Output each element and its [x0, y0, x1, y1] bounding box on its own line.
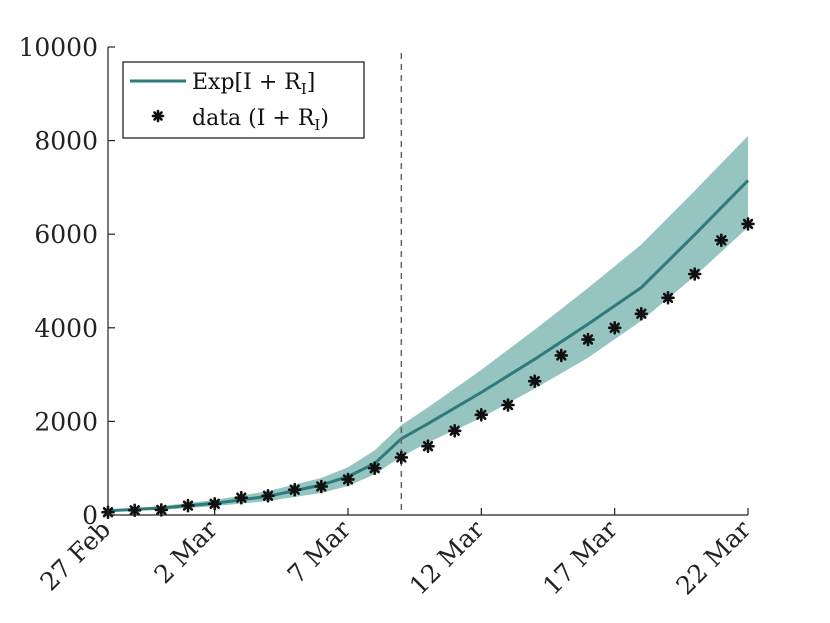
y-tick-label: 2000: [34, 407, 98, 436]
data-point: [181, 498, 195, 513]
legend-label-expected: Exp[I + RI]: [192, 70, 315, 98]
data-point: [127, 503, 142, 518]
data-point: [661, 290, 675, 305]
y-tick-label: 6000: [34, 220, 98, 249]
data-point: [261, 488, 275, 503]
data-point: [687, 267, 702, 281]
x-tick-label: 7 Mar: [282, 515, 356, 589]
data-point: [501, 398, 515, 412]
data-point: [554, 348, 569, 363]
x-tick-label: 22 Mar: [671, 515, 757, 601]
data-point: [234, 490, 249, 505]
series-line-expected: [107, 179, 750, 513]
legend-box: [122, 61, 365, 139]
data-point: [207, 496, 222, 511]
y-tick-label: 4000: [34, 314, 98, 343]
data-point: [314, 479, 329, 494]
data-point: [741, 217, 755, 231]
x-tick-label: 17 Mar: [537, 515, 623, 601]
x-tick-label: 2 Mar: [148, 515, 222, 589]
data-point: [154, 503, 169, 517]
data-point: [714, 233, 729, 248]
legend-marker-swatch: [151, 109, 165, 123]
data-point: [447, 423, 462, 438]
data-point: [527, 374, 542, 389]
data-point: [607, 320, 622, 335]
data-point: [581, 332, 595, 347]
plot-area: [101, 53, 755, 520]
data-point: [367, 461, 382, 476]
y-tick-label: 8000: [34, 127, 98, 156]
data-point: [421, 439, 435, 454]
x-tick-label: 27 Feb: [35, 515, 117, 597]
y-tick-label: 10000: [18, 33, 98, 62]
data-point: [394, 450, 409, 465]
data-point: [634, 306, 649, 321]
legend: Exp[I + RI] data (I + RI): [122, 61, 365, 139]
data-point: [341, 472, 355, 487]
legend-label-data: data (I + RI): [192, 106, 329, 134]
x-tick-label: 12 Mar: [404, 515, 490, 601]
confidence-band: [108, 135, 748, 512]
data-point: [474, 407, 489, 422]
y-tick-label: 0: [82, 501, 98, 530]
data-point: [287, 482, 302, 497]
